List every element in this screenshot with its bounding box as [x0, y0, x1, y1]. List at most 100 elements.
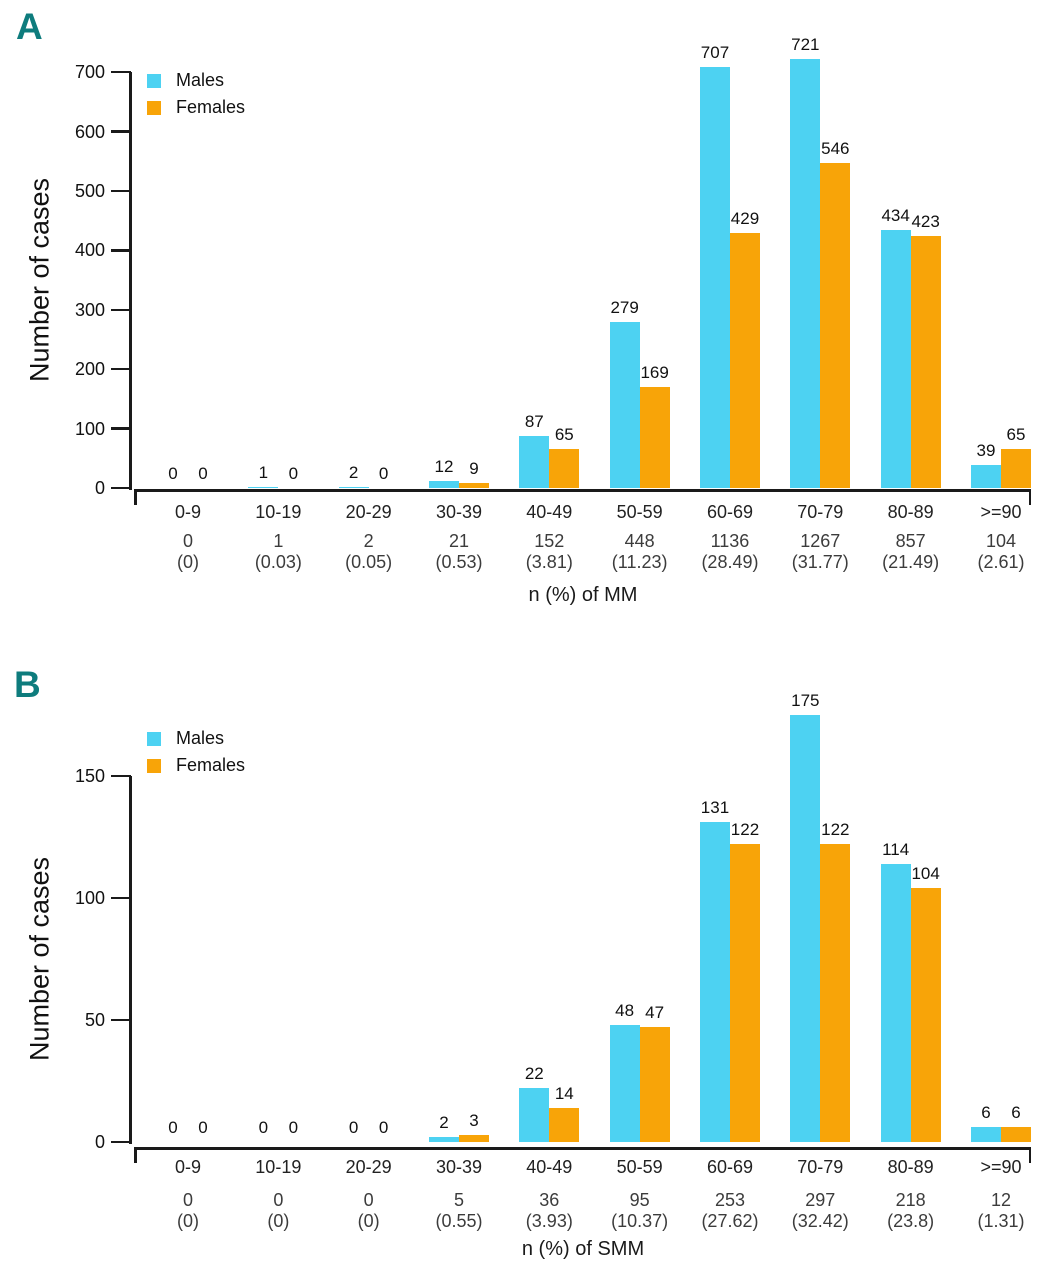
bar-males	[790, 59, 821, 488]
n-percent: (23.8)	[887, 1211, 935, 1231]
bar-value-label: 65	[1006, 425, 1026, 445]
n-pct-label: 36 (3.93)	[501, 1190, 597, 1232]
n-pct-label: 0 (0)	[140, 531, 236, 573]
legend-item-females: Females	[147, 97, 245, 118]
y-tick	[111, 1018, 131, 1022]
bar-value-label: 0	[348, 1118, 359, 1137]
category-label: 70-79	[797, 502, 844, 522]
n-percent: (0.55)	[435, 1211, 483, 1231]
n-count: 21	[448, 531, 469, 551]
n-count: 448	[624, 531, 655, 551]
n-pct-label: 0 (0)	[321, 1190, 417, 1232]
bar-value-label: 0	[168, 464, 178, 483]
n-percent: (21.49)	[882, 552, 940, 572]
x-axis-end-tick	[1028, 489, 1031, 505]
x-axis-line	[134, 489, 1031, 492]
category-label: 80-89	[887, 1157, 934, 1177]
y-tick	[111, 71, 131, 74]
y-axis-line	[129, 72, 132, 490]
y-tick-label: 100	[74, 418, 105, 439]
n-count: 1	[273, 531, 284, 551]
category-label: >=90	[980, 1157, 1022, 1177]
y-tick-label: 700	[74, 62, 105, 83]
bar-value-label: 87	[524, 412, 544, 432]
y-tick-label: 50	[84, 1010, 105, 1030]
bar-value-label: 0	[168, 1118, 178, 1137]
bar-value-label: 0	[198, 1118, 208, 1137]
bar-value-label: 1	[258, 462, 269, 482]
n-count: 218	[895, 1190, 926, 1210]
bar-value-label: 12	[434, 456, 454, 476]
n-pct-label: 0 (0)	[140, 1190, 236, 1232]
bar-males	[609, 1024, 640, 1142]
bar-value-label: 114	[882, 839, 910, 859]
legend: Males Females	[147, 728, 245, 776]
bar-value-label: 429	[730, 208, 760, 228]
bar-males	[699, 822, 730, 1142]
bar-value-label: 707	[700, 43, 730, 63]
y-tick-label: 400	[74, 240, 105, 261]
n-percent: (0)	[177, 552, 199, 572]
bar-value-label: 2	[439, 1113, 449, 1133]
bar-males	[519, 1088, 550, 1142]
y-tick	[111, 189, 131, 193]
legend-item-males: Males	[147, 70, 245, 91]
bar-females	[549, 449, 580, 488]
n-pct-label: 95 (10.37)	[592, 1190, 688, 1232]
y-tick	[111, 308, 131, 311]
category-label: 60-69	[706, 1157, 753, 1177]
category-label: 80-89	[887, 502, 934, 522]
bar-males	[790, 715, 821, 1142]
bar-males	[428, 480, 459, 488]
n-count: 0	[273, 1190, 284, 1210]
bar-value-label: 175	[791, 691, 820, 710]
n-pct-label: 104 (2.61)	[953, 531, 1049, 573]
n-pct-label: 253 (27.62)	[682, 1190, 778, 1232]
bar-value-label: 39	[976, 440, 996, 460]
legend-item-females: Females	[147, 755, 245, 776]
legend: Males Females	[147, 70, 245, 118]
n-pct-label: 5 (0.55)	[411, 1190, 507, 1232]
bar-value-label: 0	[258, 1118, 269, 1137]
x-axis-title: n (%) of SMM	[521, 1238, 645, 1260]
bar-value-label: 279	[610, 297, 639, 317]
bar-value-label: 48	[615, 1000, 635, 1020]
bar-value-label: 423	[911, 212, 940, 232]
bar-value-label: 9	[469, 458, 479, 478]
x-axis-end-tick	[134, 1147, 137, 1163]
n-pct-label: 1267 (31.77)	[772, 531, 868, 573]
n-percent: (1.31)	[977, 1211, 1025, 1231]
category-label: >=90	[980, 502, 1022, 522]
n-count: 857	[895, 531, 926, 551]
bar-value-label: 6	[981, 1103, 991, 1123]
n-pct-label: 152 (3.81)	[501, 531, 597, 573]
bar-females	[639, 387, 670, 488]
category-label: 0-9	[174, 1157, 201, 1177]
y-tick	[111, 130, 131, 133]
n-count: 2	[363, 531, 374, 551]
males-swatch-icon	[147, 731, 161, 746]
n-percent: (0)	[267, 1211, 290, 1231]
bar-males	[248, 486, 279, 488]
n-pct-label: 2 (0.05)	[321, 531, 417, 573]
bar-males	[428, 1137, 459, 1142]
bar-value-label: 14	[554, 1083, 574, 1103]
n-percent: (0.05)	[345, 552, 393, 572]
n-pct-label: 1136 (28.49)	[682, 531, 778, 573]
y-axis-line	[129, 776, 132, 1144]
y-tick-label: 0	[94, 1132, 105, 1152]
n-pct-label: 297 (32.42)	[772, 1190, 868, 1232]
bar-value-label: 65	[554, 425, 574, 445]
y-tick	[111, 896, 131, 900]
category-label: 10-19	[255, 502, 302, 522]
bar-females	[1000, 1127, 1031, 1142]
n-percent: (0)	[177, 1211, 199, 1231]
category-label: 20-29	[345, 502, 392, 522]
category-label: 10-19	[255, 1157, 302, 1177]
legend-label-females: Females	[176, 97, 246, 117]
n-count: 0	[182, 531, 193, 551]
category-label: 60-69	[706, 502, 753, 522]
